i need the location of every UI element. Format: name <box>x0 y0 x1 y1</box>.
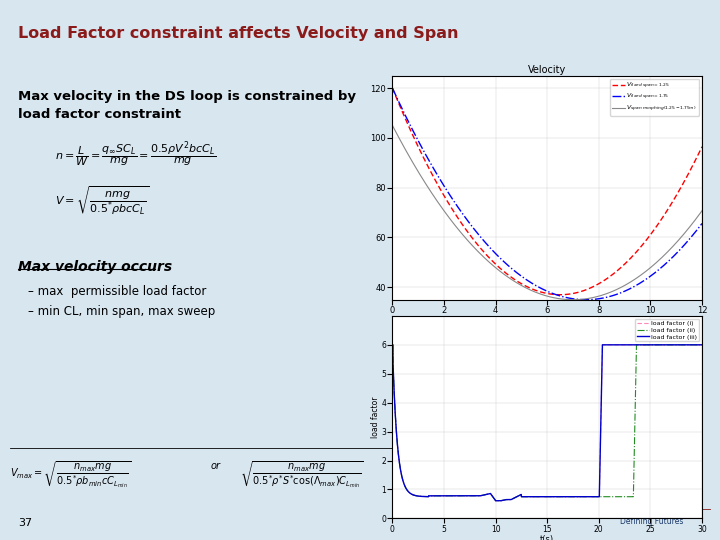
Text: Load Factor constraint affects Velocity and Span: Load Factor constraint affects Velocity … <box>18 26 459 41</box>
Text: – min CL, min span, max sweep: – min CL, min span, max sweep <box>28 305 215 318</box>
$V_{span\ morphing(1.25-1.75m)}$ <box>569 296 577 303</box>
Line: load factor (i): load factor (i) <box>392 345 702 501</box>
Line: load factor (iii): load factor (iii) <box>392 345 702 501</box>
Text: $V = \sqrt{\dfrac{nmg}{0.5^{*} \rho bc C_{L}}}$: $V = \sqrt{\dfrac{nmg}{0.5^{*} \rho bc C… <box>55 185 149 218</box>
Text: $or$: $or$ <box>210 460 222 471</box>
Text: load factor constraint: load factor constraint <box>18 108 181 121</box>
load factor (ii) <box>404 488 413 495</box>
$V_{fixed\ span=1.75}$ <box>556 293 564 299</box>
Legend: $V_{fixed\ span=1.25}$, $V_{fixed\ span=1.75}$, $V_{span\ morphing(1.25-1.75m)}$: $V_{fixed\ span=1.25}$, $V_{fixed\ span=… <box>611 79 699 116</box>
load factor (ii) <box>632 348 641 355</box>
$V_{fixed\ span=1.25}$ <box>573 289 582 296</box>
Text: Defining Futures: Defining Futures <box>620 517 683 526</box>
load factor (i) <box>698 342 706 348</box>
$V_{fixed\ span=1.25}$ <box>388 85 397 91</box>
load factor (ii) <box>531 494 539 500</box>
$V_{fixed\ span=1.25}$ <box>556 292 564 298</box>
$V_{fixed\ span=1.75}$ <box>535 284 544 291</box>
load factor (iii) <box>698 342 706 348</box>
Text: Max velocity in the DS loop is constrained by: Max velocity in the DS loop is constrain… <box>18 90 356 103</box>
$V_{fixed\ span=1.75}$ <box>698 220 706 227</box>
X-axis label: t  (s): t (s) <box>536 316 558 325</box>
$V_{fixed\ span=1.75}$ <box>642 275 651 282</box>
load factor (ii) <box>491 497 500 504</box>
load factor (iii) <box>539 494 547 500</box>
X-axis label: t(s): t(s) <box>540 535 554 540</box>
load factor (i) <box>689 342 698 348</box>
load factor (iii) <box>531 494 539 500</box>
$V_{fixed\ span=1.75}$ <box>582 296 590 303</box>
$V_{fixed\ span=1.25}$ <box>691 157 700 164</box>
Text: NUST: NUST <box>632 500 666 510</box>
load factor (ii) <box>698 342 706 348</box>
load factor (i) <box>689 342 698 348</box>
load factor (i) <box>404 488 413 495</box>
$V_{fixed\ span=1.25}$ <box>698 144 706 150</box>
$V_{span\ morphing(1.25-1.75m)}$ <box>535 291 544 297</box>
load factor (i) <box>491 497 500 504</box>
Y-axis label: load factor: load factor <box>371 396 380 438</box>
$V_{fixed\ span=1.25}$ <box>537 289 546 295</box>
load factor (i) <box>531 494 539 500</box>
Line: $V_{fixed\ span=1.25}$: $V_{fixed\ span=1.25}$ <box>392 88 702 295</box>
Text: $V_{max} = \sqrt{\dfrac{n_{max}mg}{0.5^{*}\rho b_{min}cC_{L_{min}}}}$: $V_{max} = \sqrt{\dfrac{n_{max}mg}{0.5^{… <box>10 460 131 490</box>
load factor (iii) <box>388 342 397 348</box>
$V_{span\ morphing(1.25-1.75m)}$ <box>642 267 651 274</box>
$V_{fixed\ span=1.75}$ <box>691 229 700 235</box>
$V_{fixed\ span=1.25}$ <box>557 292 565 298</box>
load factor (ii) <box>388 342 397 348</box>
load factor (i) <box>632 342 641 348</box>
load factor (iii) <box>491 497 500 504</box>
load factor (iii) <box>404 488 413 495</box>
Text: $\sqrt{\dfrac{n_{max}mg}{0.5^{*}\rho^{*}S^{*}\cos(\Lambda_{max})C_{L_{min}}}}$: $\sqrt{\dfrac{n_{max}mg}{0.5^{*}\rho^{*}… <box>240 460 364 490</box>
load factor (i) <box>388 342 397 348</box>
load factor (ii) <box>689 342 698 348</box>
$V_{span\ morphing(1.25-1.75m)}$ <box>691 217 700 223</box>
$V_{fixed\ span=1.25}$ <box>642 237 651 243</box>
$V_{fixed\ span=1.25}$ <box>535 288 544 295</box>
Text: $n = \dfrac{L}{W} = \dfrac{q_{\infty}SC_{L}}{mg} = \dfrac{0.5\rho V^{2}bcC_{L}}{: $n = \dfrac{L}{W} = \dfrac{q_{\infty}SC_… <box>55 140 216 170</box>
load factor (i) <box>539 494 547 500</box>
$V_{fixed\ span=1.75}$ <box>388 85 397 91</box>
$V_{fixed\ span=1.75}$ <box>572 296 581 302</box>
Text: 37: 37 <box>18 518 32 528</box>
Legend: load factor (i), load factor (ii), load factor (iii): load factor (i), load factor (ii), load … <box>635 319 699 341</box>
Line: $V_{fixed\ span=1.75}$: $V_{fixed\ span=1.75}$ <box>392 88 702 300</box>
$V_{span\ morphing(1.25-1.75m)}$ <box>556 295 564 302</box>
$V_{fixed\ span=1.75}$ <box>537 285 546 292</box>
load factor (iii) <box>632 342 641 348</box>
load factor (ii) <box>689 342 698 348</box>
Line: load factor (ii): load factor (ii) <box>392 345 702 501</box>
load factor (iii) <box>689 342 698 348</box>
Line: $V_{span\ morphing(1.25-1.75m)}$: $V_{span\ morphing(1.25-1.75m)}$ <box>392 125 702 300</box>
load factor (iii) <box>689 342 698 348</box>
Text: – max  permissible load factor: – max permissible load factor <box>28 285 207 298</box>
load factor (ii) <box>539 494 547 500</box>
$V_{span\ morphing(1.25-1.75m)}$ <box>573 296 582 303</box>
Title: Velocity: Velocity <box>528 65 567 75</box>
$V_{span\ morphing(1.25-1.75m)}$ <box>698 207 706 214</box>
Text: Max velocity occurs: Max velocity occurs <box>18 260 172 274</box>
$V_{span\ morphing(1.25-1.75m)}$ <box>388 122 397 129</box>
$V_{span\ morphing(1.25-1.75m)}$ <box>537 291 546 298</box>
